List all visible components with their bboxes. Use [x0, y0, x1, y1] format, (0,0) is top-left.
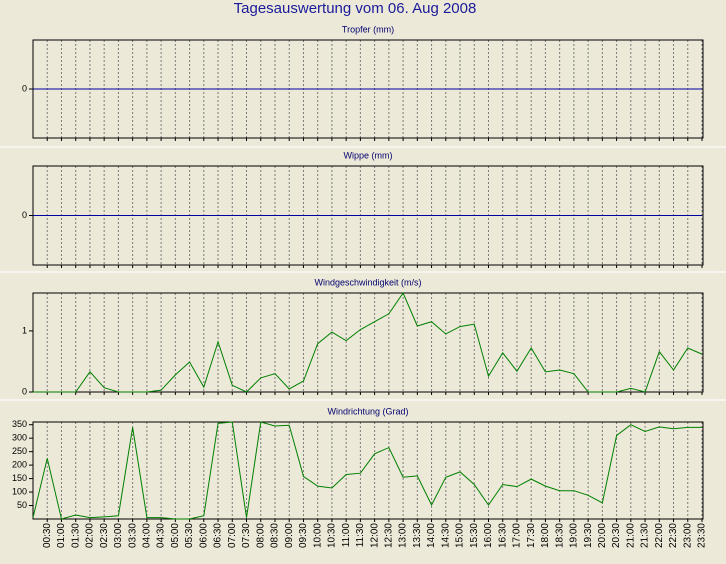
x-tick-label: 13:30 [412, 523, 423, 548]
x-tick-label: 02:30 [99, 523, 110, 548]
y-tick-label: 200 [12, 459, 27, 469]
x-tick-label: 17:00 [512, 523, 523, 548]
x-tick-label: 23:30 [697, 523, 708, 548]
x-tick-label: 04:30 [156, 523, 167, 548]
x-tick-label: 08:30 [270, 523, 281, 548]
plot-frame [32, 421, 704, 520]
y-tick-label: 100 [12, 486, 27, 496]
x-tick-label: 01:30 [70, 523, 81, 548]
x-tick-label: 11:00 [341, 523, 352, 548]
page-title: Tagesauswertung vom 06. Aug 2008 [234, 0, 477, 17]
x-tick-label: 12:30 [383, 523, 394, 548]
x-tick-label: 15:30 [469, 523, 480, 548]
x-tick-label: 09:00 [284, 523, 295, 548]
x-tick-label: 05:30 [184, 523, 195, 548]
x-tick-label: 22:30 [668, 523, 679, 548]
x-tick-label: 20:00 [597, 523, 608, 548]
panel-title: Windrichtung (Grad) [327, 406, 408, 416]
x-tick-label: 21:30 [640, 523, 651, 548]
x-tick-label: 17:30 [526, 523, 537, 548]
x-tick-label: 08:00 [255, 523, 266, 548]
panel-title: Tropfer (mm) [342, 24, 394, 34]
x-tick-label: 00:30 [42, 523, 53, 548]
x-tick-label: 19:30 [583, 523, 594, 548]
y-tick-label: 50 [17, 500, 27, 510]
data-line [32, 421, 702, 520]
x-tick-label: 16:00 [483, 523, 494, 548]
y-tick-label: 250 [12, 446, 27, 456]
panel-title: Wippe (mm) [344, 150, 393, 160]
y-tick-label: 350 [12, 419, 27, 429]
x-tick-label: 01:00 [56, 523, 67, 548]
data-line [33, 291, 703, 393]
x-tick-label: 22:00 [654, 523, 665, 548]
x-tick-label: 19:00 [569, 523, 580, 548]
x-tick-label: 23:00 [682, 523, 693, 548]
x-tick-label: 15:00 [455, 523, 466, 548]
x-tick-label: 10:00 [312, 523, 323, 548]
x-tick-label: 02:00 [85, 523, 96, 548]
y-tick-label: 0 [22, 83, 27, 93]
x-tick-label: 06:00 [198, 523, 209, 548]
x-tick-label: 06:30 [213, 523, 224, 548]
x-tick-label: 13:00 [398, 523, 409, 548]
x-tick-label: 14:00 [426, 523, 437, 548]
x-tick-label: 11:30 [355, 523, 366, 548]
y-tick-label: 0 [22, 210, 27, 220]
x-tick-label: 05:00 [170, 523, 181, 548]
x-tick-label: 07:00 [227, 523, 238, 548]
y-tick-label: 300 [12, 433, 27, 443]
plot-frame [32, 292, 704, 393]
x-tick-label: 10:30 [327, 523, 338, 548]
panel-title: Windgeschwindigkeit (m/s) [314, 277, 421, 287]
x-tick-label: 16:30 [497, 523, 508, 548]
y-tick-label: 150 [12, 473, 27, 483]
x-tick-label: 04:00 [142, 523, 153, 548]
x-tick-label: 09:30 [298, 523, 309, 548]
x-tick-label: 18:30 [554, 523, 565, 548]
x-tick-label: 03:30 [127, 523, 138, 548]
x-tick-label: 12:00 [369, 523, 380, 548]
x-tick-label: 14:30 [440, 523, 451, 548]
x-tick-label: 03:00 [113, 523, 124, 548]
x-tick-label: 18:00 [540, 523, 551, 548]
y-tick-label: 0 [22, 386, 27, 396]
y-tick-label: 1 [22, 325, 27, 335]
x-tick-label: 07:30 [241, 523, 252, 548]
x-tick-label: 20:30 [611, 523, 622, 548]
x-tick-label: 21:00 [625, 523, 636, 548]
